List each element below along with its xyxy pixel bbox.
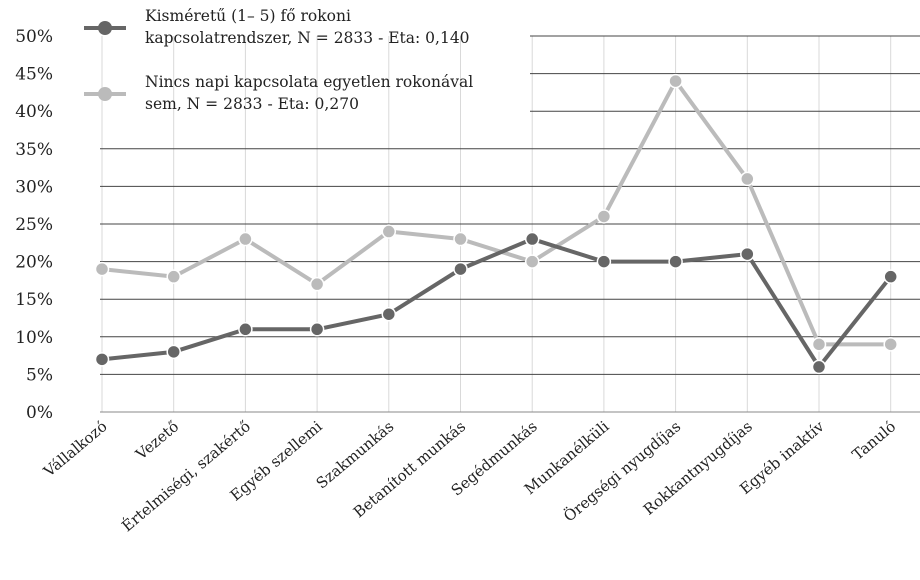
data-point xyxy=(811,337,827,352)
series-line xyxy=(101,79,891,347)
data-point xyxy=(883,269,898,284)
y-tick-label: 45% xyxy=(15,65,53,85)
x-tick-label: Öregségi nyugdíjas xyxy=(560,417,684,525)
data-point xyxy=(811,359,827,375)
y-tick-label: 5% xyxy=(26,365,53,385)
y-tick-label: 35% xyxy=(15,140,53,160)
legend-entry-text: sem, N = 2833 - Eta: 0,270 xyxy=(145,95,359,113)
data-point xyxy=(309,276,325,292)
data-point xyxy=(524,254,540,269)
y-tick-label: 20% xyxy=(15,253,53,273)
legend-entry-text: Kisméretű (1– 5) fő rokoni xyxy=(145,7,351,25)
data-point xyxy=(596,254,612,269)
data-point xyxy=(668,254,683,269)
data-point xyxy=(94,352,110,367)
x-tick-label: Tanuló xyxy=(849,417,900,464)
data-point xyxy=(94,261,110,277)
data-point xyxy=(740,246,755,262)
x-tick-label: Vezető xyxy=(132,417,183,464)
legend-marker xyxy=(98,87,112,101)
data-point xyxy=(740,171,755,187)
series-lines xyxy=(94,73,898,375)
data-point xyxy=(453,261,468,277)
data-point xyxy=(309,322,325,337)
y-tick-label: 40% xyxy=(15,102,53,122)
data-point xyxy=(668,73,683,89)
y-axis-tick-labels: 0% 5% 10% 15% 20% 25% 30% 35% 40% 45% 50% xyxy=(15,27,53,423)
data-point xyxy=(238,322,253,337)
y-tick-label: 30% xyxy=(15,177,53,197)
data-point xyxy=(381,306,397,322)
data-point xyxy=(166,344,181,360)
data-point xyxy=(381,224,397,239)
x-tick-label: Értelmiségi, szakértő xyxy=(118,417,254,535)
y-tick-label: 10% xyxy=(15,328,53,348)
data-point xyxy=(596,209,612,224)
data-point xyxy=(524,231,540,247)
data-point xyxy=(238,231,253,247)
y-tick-label: 0% xyxy=(26,403,53,423)
y-tick-label: 25% xyxy=(15,215,53,235)
y-tick-label: 50% xyxy=(15,27,53,47)
x-tick-label: Vállalkozó xyxy=(39,417,110,481)
data-point xyxy=(453,231,468,247)
legend: Kisméretű (1– 5) fő rokoni kapcsolatrends… xyxy=(84,7,473,113)
data-point xyxy=(883,337,898,352)
legend-entry-text: kapcsolatrendszer, N = 2833 - Eta: 0,140 xyxy=(145,29,470,47)
legend-entry-text: Nincs napi kapcsolata egyetlen rokonával xyxy=(145,73,473,91)
data-point xyxy=(166,269,181,284)
y-tick-label: 15% xyxy=(15,290,53,310)
series-line xyxy=(101,237,893,369)
legend-marker xyxy=(98,21,112,35)
grid-lines xyxy=(100,35,920,413)
